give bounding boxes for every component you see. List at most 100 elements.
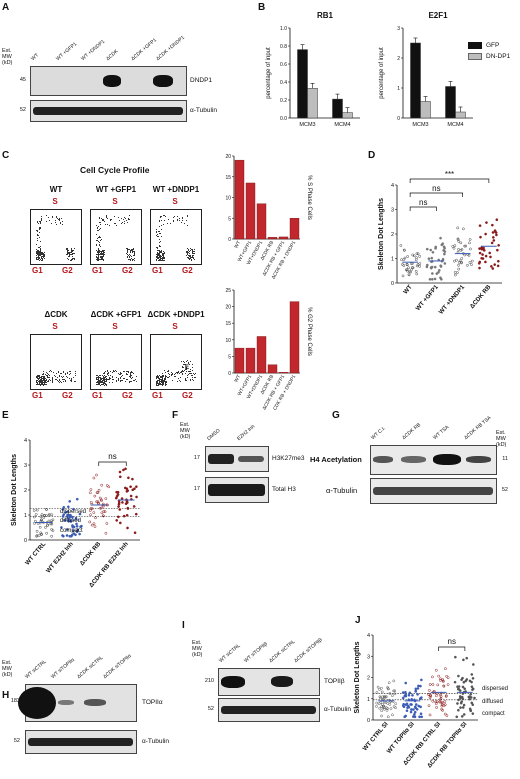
- data-point: [74, 516, 78, 520]
- data-point: [32, 515, 36, 519]
- data-point: [385, 708, 389, 712]
- data-point: [417, 704, 421, 708]
- data-point: [460, 257, 464, 260]
- data-point: [413, 713, 416, 716]
- bar: [234, 347, 245, 374]
- significance-bracket: [409, 192, 463, 197]
- chart-title: E2F1: [428, 11, 448, 20]
- data-point: [472, 663, 475, 666]
- y-tick-label: 0.0: [280, 116, 287, 122]
- data-point: [469, 709, 473, 713]
- data-point: [95, 500, 99, 504]
- data-point: [443, 703, 447, 707]
- data-point: [492, 239, 496, 242]
- data-point: [391, 713, 394, 717]
- data-point: [376, 685, 380, 689]
- data-point: [407, 273, 411, 277]
- x-tick-label: WT: [402, 284, 414, 296]
- data-point: [94, 516, 97, 520]
- data-point: [50, 528, 54, 531]
- panel-g-mw-2: 52: [501, 487, 508, 493]
- panel-b-letter: B: [258, 2, 266, 13]
- band-label: diffused: [482, 699, 503, 705]
- g2-label: G2: [122, 391, 133, 400]
- data-point: [90, 507, 94, 511]
- data-point: [134, 512, 138, 516]
- facs-title: ΔCDK +GFP1: [90, 310, 142, 319]
- data-point: [93, 525, 97, 528]
- data-point: [61, 514, 65, 518]
- data-point: [62, 534, 65, 538]
- data-point: [391, 694, 394, 697]
- s-phase-label: S: [52, 197, 58, 206]
- data-point: [410, 266, 414, 269]
- data-point: [99, 506, 102, 510]
- bar: [332, 98, 343, 119]
- panel-g-row2: α-Tubulin: [326, 486, 358, 495]
- data-point: [88, 491, 92, 495]
- data-point: [478, 251, 482, 255]
- lane-label: ΔCDK: [105, 48, 120, 62]
- x-tick-label: WT EZH2 Inh: [45, 541, 75, 575]
- y-tick-label: 0: [24, 538, 27, 544]
- data-point: [92, 511, 96, 514]
- facs-title: ΔCDK +DNDP1: [147, 310, 205, 319]
- data-point: [494, 230, 497, 234]
- data-point: [406, 255, 409, 258]
- legend-label: GFP: [486, 42, 500, 49]
- data-point: [89, 513, 92, 517]
- data-point: [453, 259, 456, 263]
- data-point: [403, 249, 406, 252]
- data-point: [32, 509, 36, 512]
- data-point: [431, 272, 434, 275]
- e-label: E: [185, 365, 190, 371]
- facs-title: WT +DNDP1: [152, 185, 200, 194]
- data-point: [415, 707, 419, 711]
- panel-i-letter: I: [182, 620, 185, 631]
- data-point: [388, 703, 392, 706]
- data-point: [438, 700, 441, 704]
- data-point: [95, 473, 98, 477]
- data-point: [414, 269, 418, 273]
- data-point: [444, 694, 448, 698]
- data-point: [420, 715, 423, 719]
- y-tick-label: 1.0: [280, 26, 287, 32]
- significance-bracket: [409, 206, 437, 211]
- data-point: [72, 525, 76, 529]
- y-tick-label: 1: [24, 513, 27, 519]
- panel-h-mw-header: Est. MW (kD): [2, 660, 13, 678]
- data-point: [459, 706, 462, 709]
- data-point: [48, 512, 51, 516]
- data-point: [407, 266, 410, 270]
- data-point: [129, 485, 132, 489]
- blot-band: [58, 700, 74, 705]
- y-axis-label: percentage of input: [379, 47, 385, 99]
- data-point: [496, 264, 500, 268]
- data-point: [401, 704, 405, 707]
- data-point: [453, 680, 457, 684]
- lane-label: ΔCDK +GFP1: [130, 37, 158, 62]
- data-point: [95, 491, 99, 494]
- data-point: [463, 687, 467, 691]
- data-point: [125, 513, 129, 517]
- data-point: [463, 253, 467, 257]
- data-point: [404, 692, 408, 696]
- data-point: [71, 524, 74, 527]
- panel-g-blot-h4ac: [370, 445, 497, 475]
- data-point: [491, 267, 495, 270]
- data-point: [454, 273, 457, 277]
- data-point: [451, 245, 455, 248]
- data-point: [468, 241, 471, 245]
- data-point: [457, 239, 461, 243]
- data-point: [410, 268, 413, 272]
- lane-label: ΔCDK siTOPIIβ: [293, 637, 324, 664]
- y-tick-label: 0.2: [280, 98, 287, 104]
- panel-i-blot-topiib: [218, 668, 320, 696]
- data-point: [133, 531, 137, 535]
- data-point: [427, 257, 431, 261]
- data-point: [401, 274, 405, 278]
- y-tick-label: 10: [225, 338, 231, 344]
- panel-g-mw-header: Est. MW (kD): [496, 430, 507, 448]
- data-point: [439, 679, 442, 682]
